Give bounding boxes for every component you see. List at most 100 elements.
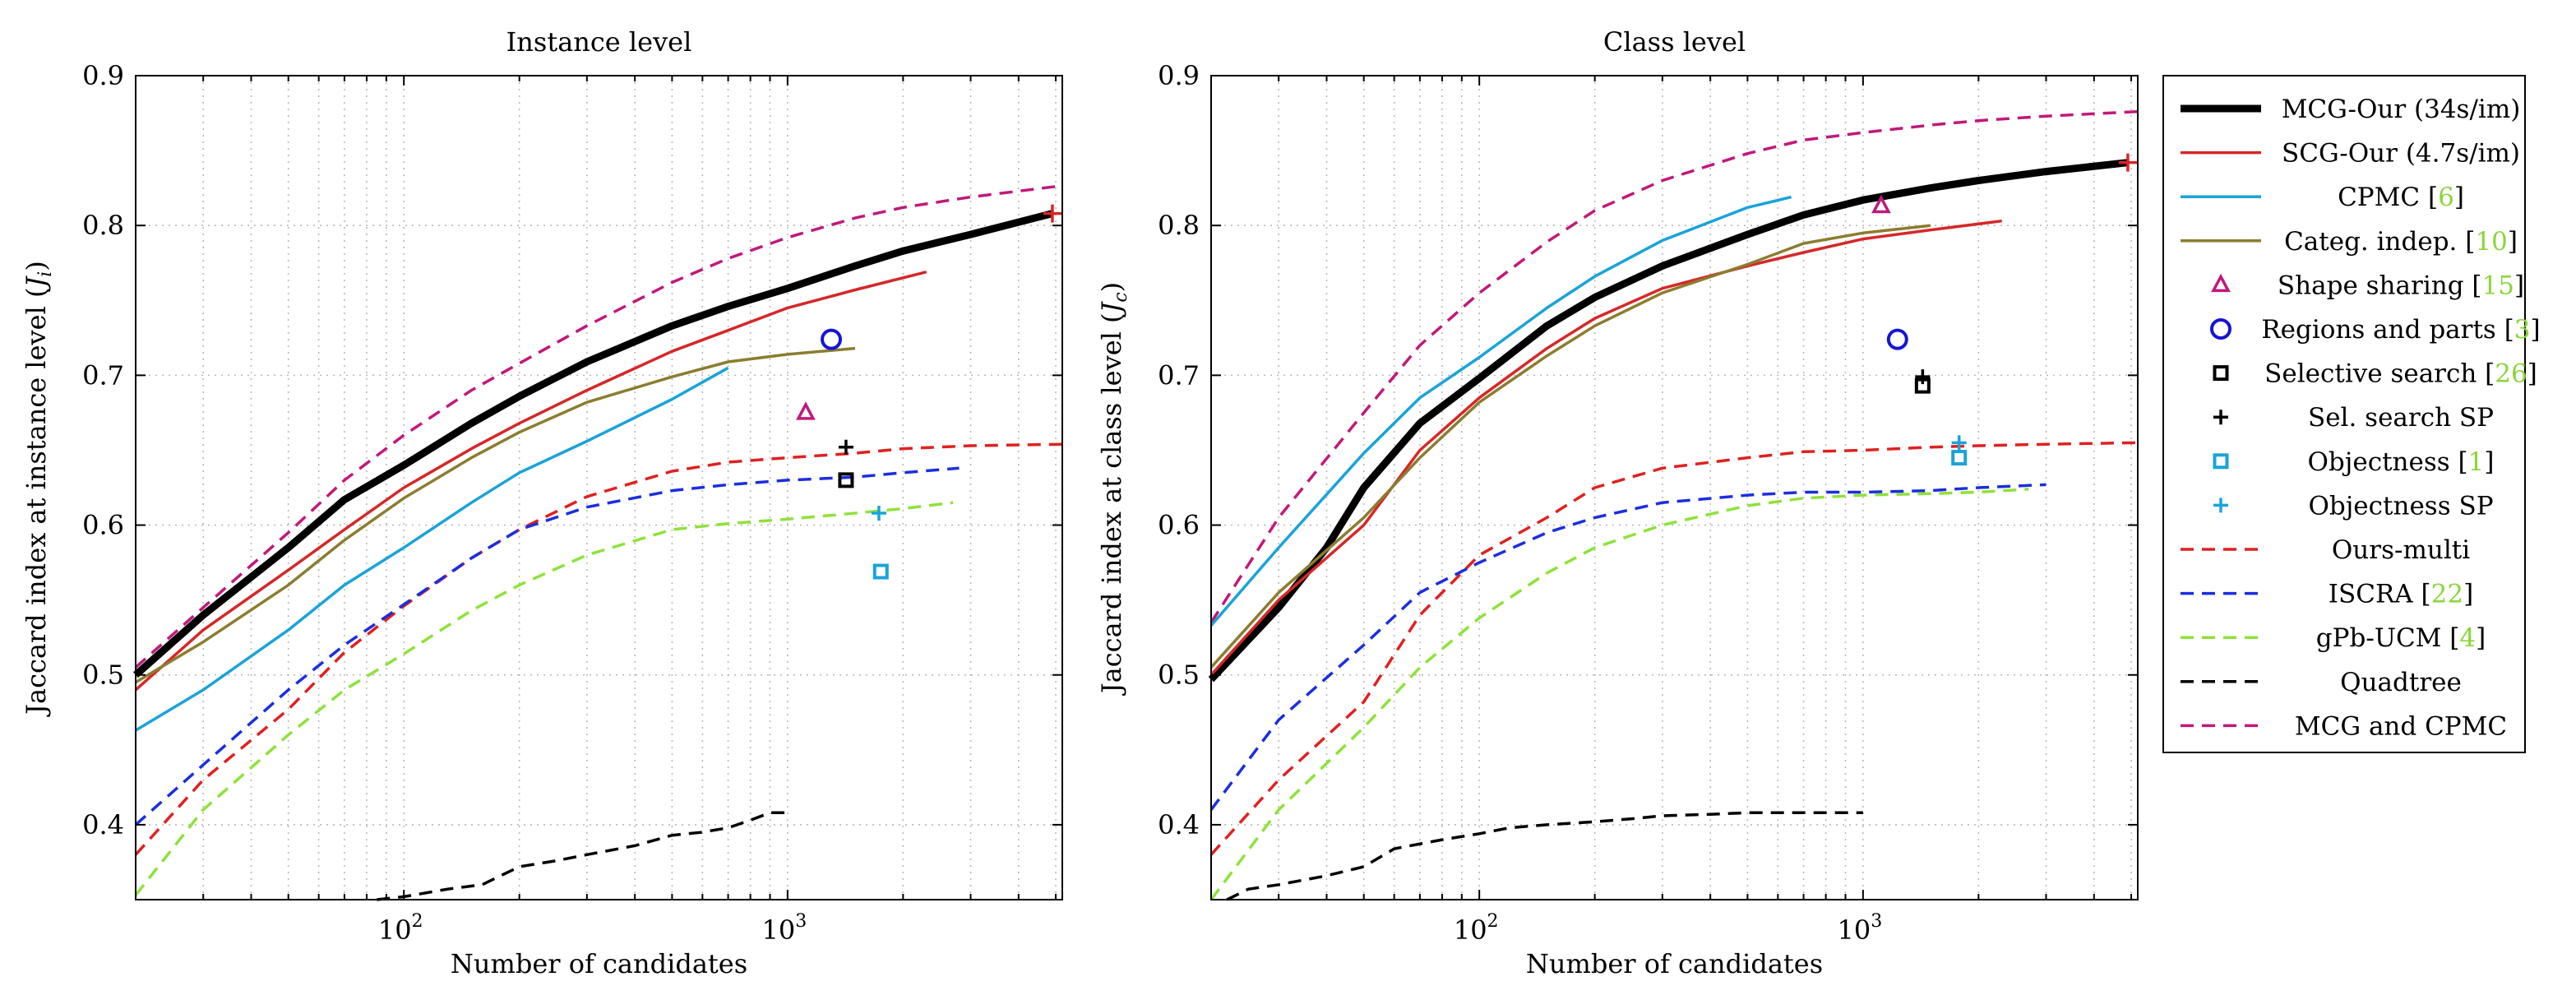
legend-item-iscra: ISCRA [22] [2181, 580, 2473, 609]
legend-swatch-shape [2211, 273, 2231, 293]
legend-cite-open: [ [2441, 623, 2459, 653]
legend-label-text: Categ. indep. [2284, 227, 2457, 257]
x-axis-label: Number of candidates [451, 948, 747, 979]
panel-title: Instance level [506, 26, 692, 58]
legend-cite-close: ] [2514, 271, 2524, 300]
legend-label: Objectness [1] [2308, 447, 2495, 477]
legend-item-selsearch: Selective search [26] [2213, 359, 2537, 389]
x-axis-label: Number of candidates [1526, 948, 1823, 979]
series-line-gpb [1209, 488, 2029, 901]
legend-item-selsp: Sel. search SP [2213, 403, 2494, 433]
marker-shape [796, 401, 816, 420]
legend-label: Selective search [26] [2264, 359, 2537, 389]
legend-label: CPMC [6] [2338, 183, 2464, 212]
legend-item-scg: SCG-Our (4.7s/im) [2181, 139, 2520, 169]
legend-label: Categ. indep. [10] [2284, 227, 2518, 257]
series-line-iscra [134, 466, 960, 826]
legend-label: MCG and CPMC [2295, 711, 2507, 741]
y-label-symbol: J [1096, 300, 1127, 317]
legend-cite: 4 [2459, 623, 2476, 653]
marker-scg [2118, 153, 2137, 172]
y-axis-label: Jaccard index at class level (Jc) [1096, 282, 1131, 696]
x-tick-exponent: 3 [1871, 911, 1882, 932]
legend-cite: 15 [2482, 271, 2514, 300]
markers [1871, 153, 2137, 466]
series-line-categ [135, 346, 856, 684]
legend-cite-open: [ [2450, 447, 2468, 477]
x-tick-exponent: 2 [412, 911, 423, 932]
legend-item-mcg: MCG-Our (34s/im) [2181, 95, 2520, 124]
grid [136, 76, 1062, 900]
marker-selsearch [838, 472, 854, 488]
legend-cite-open: [ [2496, 315, 2514, 345]
series-line-scg [1209, 219, 2002, 676]
y-tick-label: 0.4 [1158, 809, 1200, 840]
legend-item-multi: Ours-multi [2181, 535, 2470, 565]
legend-label: Shape sharing [15] [2278, 271, 2524, 300]
legend-label-text: Selective search [2264, 359, 2477, 389]
legend-item-quadtree: Quadtree [2181, 668, 2462, 697]
markers [796, 204, 1061, 580]
legend-label-text: MCG-Our (34s/im) [2282, 95, 2521, 124]
legend-label: SCG-Our (4.7s/im) [2282, 139, 2520, 169]
series-line-mcg [133, 210, 1054, 678]
y-label-close: ) [1096, 282, 1127, 292]
legend-label-text: Ours-multi [2332, 535, 2470, 565]
y-label-text: Jaccard index at instance level ( [21, 288, 52, 717]
marker-selsp [838, 439, 853, 455]
legend-label-text: gPb-UCM [2316, 623, 2442, 653]
legend-cite-close: ] [2476, 623, 2486, 653]
legend-swatch-objsp [2213, 498, 2228, 513]
legend-cite-close: ] [2527, 359, 2537, 389]
legend-label-text: Objectness [2308, 447, 2450, 477]
legend-item-mcgcpmc: MCG and CPMC [2181, 711, 2507, 741]
legend-label-text: Objectness SP [2308, 491, 2493, 521]
legend-label-text: MCG and CPMC [2295, 711, 2507, 741]
series-line-multi [1209, 441, 2139, 856]
legend-item-cpmc: CPMC [6] [2181, 183, 2464, 212]
series-line-mcg [1208, 159, 2129, 683]
axes-frame [135, 75, 1063, 900]
x-tick-label: 102 [378, 911, 423, 946]
x-tick-label: 102 [1454, 911, 1499, 946]
legend-label-text: Regions and parts [2261, 315, 2496, 345]
legend-cite: 22 [2431, 580, 2463, 609]
legend: MCG-Our (34s/im) SCG-Our (4.7s/im) CPMC [6… [2162, 75, 2541, 753]
marker-objsp [1951, 435, 1967, 451]
x-tick-base: 10 [1838, 914, 1871, 946]
series-line-scg [134, 271, 927, 692]
y-label-subscript: c [1111, 292, 1131, 302]
series-line-mcgcpmc [134, 183, 1063, 669]
legend-label: Objectness SP [2308, 491, 2493, 521]
legend-cite-open: [ [2477, 359, 2495, 389]
legend-cite: 3 [2514, 315, 2531, 345]
legend-cite-open: [ [2413, 580, 2431, 609]
x-tick-label: 103 [1838, 911, 1883, 946]
series-line-quadtree [1226, 811, 1863, 901]
y-tick-label: 0.5 [1158, 660, 1200, 691]
marker-shape [1871, 194, 1891, 214]
x-tick-base: 10 [762, 914, 796, 946]
panel-title: Class level [1603, 26, 1746, 58]
legend-swatch-regions [2210, 318, 2231, 340]
legend-swatch-selsp [2213, 410, 2228, 425]
ticks [1211, 75, 2138, 900]
legend-cite-close: ] [2531, 315, 2541, 345]
legend-item-categ: Categ. indep. [10] [2181, 227, 2518, 257]
series-line-categ [1209, 224, 1931, 669]
y-tick-label: 0.7 [1158, 359, 1200, 391]
series-line-gpb [134, 501, 954, 896]
legend-cite-close: ] [2454, 183, 2464, 212]
legend-cite-open: [ [2420, 183, 2438, 212]
y-label-symbol: J [21, 275, 52, 293]
legend-item-regions: Regions and parts [3] [2210, 315, 2541, 345]
legend-cite-close: ] [2484, 447, 2494, 477]
marker-selsearch [1914, 377, 1931, 394]
series-line-multi [134, 442, 1063, 856]
legend-label-text: CPMC [2338, 183, 2420, 212]
marker-objsp [871, 505, 886, 521]
legend-item-gpb: gPb-UCM [4] [2181, 623, 2486, 653]
legend-label: Regions and parts [3] [2261, 315, 2540, 345]
ticks [136, 75, 1062, 900]
